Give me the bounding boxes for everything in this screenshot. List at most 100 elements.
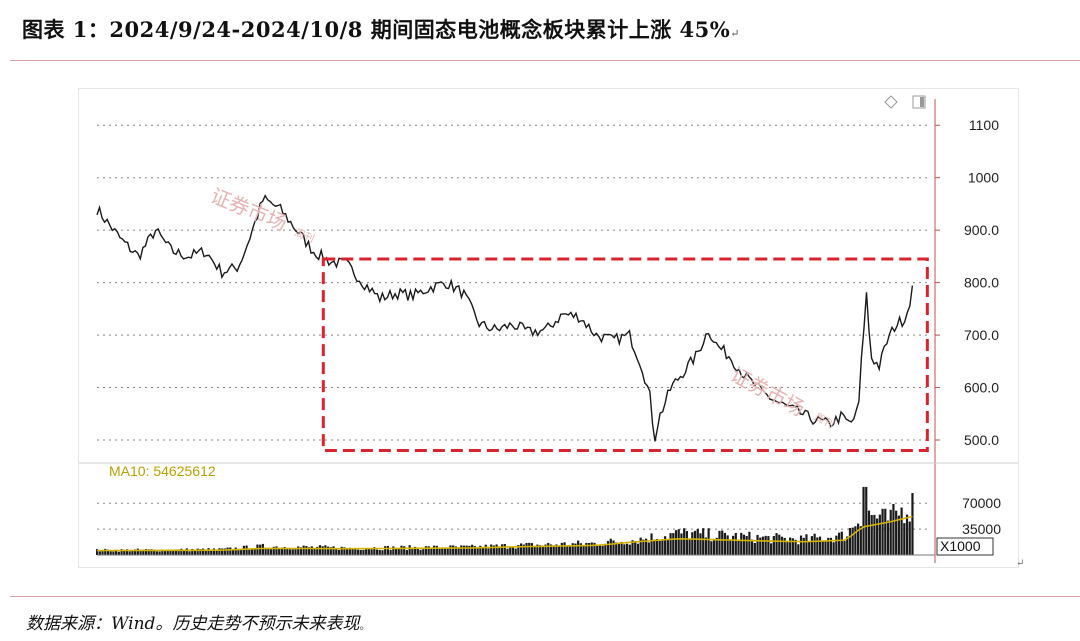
volume-bar [862, 486, 865, 555]
watermark-small-text: 周刊 [813, 411, 836, 431]
volume-bar [96, 549, 99, 555]
volume-bar [634, 540, 637, 555]
volume-bar [229, 547, 232, 555]
chart-title: 图表 1：2024/9/24-2024/10/8 期间固态电池概念板块累计上涨 … [22, 17, 740, 42]
volume-bar [873, 514, 876, 555]
y-tick-label: 700.0 [964, 327, 999, 343]
volume-bar [829, 537, 833, 555]
volume-bar [180, 548, 183, 555]
volume-bar [454, 546, 457, 555]
volume-bar [201, 548, 205, 555]
volume-bar [351, 548, 354, 555]
volume-bar [555, 544, 558, 555]
volume-bar [886, 520, 890, 555]
volume-bar [666, 538, 669, 555]
volume-bar [536, 544, 539, 555]
volume-bar [128, 551, 131, 555]
volume-bar [797, 544, 800, 555]
volume-bar [471, 544, 474, 555]
volume-bar [449, 545, 452, 555]
volume-bar [778, 534, 781, 555]
volume-bar [519, 543, 523, 555]
volume-bar [378, 549, 381, 555]
volume-bar [430, 548, 433, 555]
volume-bar [805, 534, 808, 555]
volume-bar [813, 533, 816, 555]
volume-bar [313, 547, 316, 555]
volume-bar [500, 544, 504, 555]
volume-bar [185, 548, 188, 555]
volume-bar [416, 547, 419, 555]
volume-bar [745, 536, 748, 555]
volume-bar [441, 547, 444, 555]
volume-bar [539, 545, 542, 555]
volume-bar [487, 548, 490, 555]
volume-bar [245, 545, 248, 555]
volume-bar [851, 527, 854, 555]
volume-bar [117, 551, 120, 555]
volume-bar [530, 543, 534, 555]
volume-bar [134, 549, 137, 555]
volume-bar [525, 543, 528, 555]
volume-bar [356, 549, 360, 555]
volume-bar [125, 549, 129, 555]
volume-bar [492, 545, 496, 555]
volume-bar [655, 539, 659, 555]
volume-bar [457, 547, 460, 555]
volume-bar [250, 549, 254, 555]
volume-bar [783, 538, 786, 555]
volume-bar [808, 541, 811, 555]
volume-bar [606, 541, 610, 555]
volume-bar [710, 541, 713, 555]
volume-bar [221, 548, 224, 555]
volume-bar [566, 545, 569, 555]
stock-chart: 11001000900.0800.0700.0600.0500.0证券市场周刊证… [79, 95, 1018, 563]
ma10-line [96, 515, 913, 552]
volume-bar [283, 546, 286, 555]
volume-bar [158, 551, 161, 555]
volume-bar [617, 542, 621, 555]
volume-bar [870, 515, 873, 555]
volume-bar [827, 537, 830, 555]
volume-bar [340, 546, 343, 555]
volume-bar [153, 549, 156, 555]
volume-bar [544, 544, 547, 555]
volume-bar [269, 549, 273, 555]
volume-bar [191, 549, 194, 555]
volume-bar [574, 543, 577, 555]
volume-bar [123, 549, 126, 555]
volume-bar [751, 539, 754, 555]
volume-bar [223, 548, 226, 555]
volume-bar [729, 539, 732, 555]
volume-bar [267, 548, 270, 555]
volume-bar [142, 549, 145, 555]
volume-bar [163, 550, 167, 555]
volume-bar [636, 543, 640, 555]
volume-bar [204, 551, 207, 555]
volume-bar [234, 547, 237, 555]
volume-bar [302, 545, 305, 555]
volume-bar [905, 514, 909, 555]
volume-bar [476, 548, 479, 555]
volume-bar [623, 544, 626, 555]
volume-bar [789, 537, 792, 555]
volume-bar [601, 545, 604, 555]
chart-frame: 1100 1000 900.0 800.0 700.0 600.0 500.0 证券市场 周刊证… [78, 88, 1019, 568]
volume-bar [490, 544, 493, 555]
volume-bar [280, 547, 284, 555]
unit-label: X1000 [940, 538, 981, 554]
volume-bar [775, 533, 778, 555]
volume-bar [177, 549, 180, 555]
volume-bar [723, 532, 727, 555]
volume-bar [498, 546, 501, 555]
volume-bar [767, 536, 770, 555]
y-tick-label: 1000 [968, 170, 999, 186]
volume-bar [109, 551, 112, 555]
volume-bar [677, 529, 680, 555]
volume-bar [392, 546, 395, 555]
volume-bar [509, 547, 512, 555]
volume-bar [585, 542, 588, 555]
volume-bar [857, 523, 860, 555]
volume-bar [335, 549, 338, 555]
volume-bar [674, 530, 678, 555]
